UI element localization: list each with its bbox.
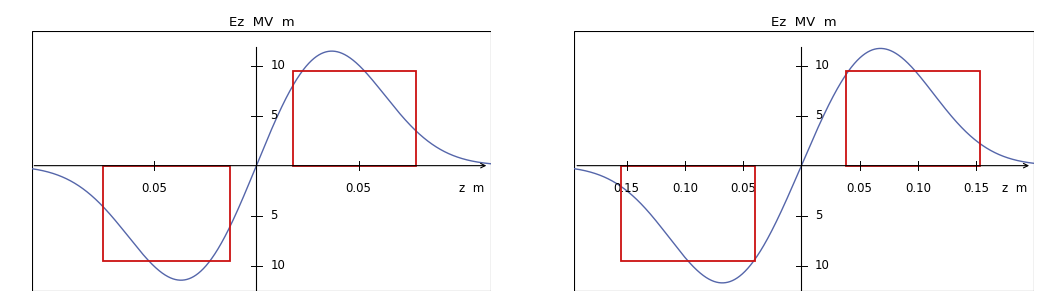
Text: z  m: z m xyxy=(1002,182,1027,195)
Text: 0.15: 0.15 xyxy=(963,182,989,195)
Text: 10: 10 xyxy=(815,59,830,72)
Text: 5: 5 xyxy=(270,209,277,222)
Text: 5: 5 xyxy=(815,109,822,122)
Text: 5: 5 xyxy=(270,109,277,122)
Text: 10: 10 xyxy=(815,259,830,272)
Text: 0.10: 0.10 xyxy=(672,182,698,195)
Text: z  m: z m xyxy=(459,182,484,195)
Text: 0.05: 0.05 xyxy=(141,182,167,195)
Text: 0.05: 0.05 xyxy=(345,182,372,195)
Text: 0.05: 0.05 xyxy=(846,182,873,195)
Text: 5: 5 xyxy=(815,209,822,222)
Bar xyxy=(621,166,755,261)
Text: 0.15: 0.15 xyxy=(613,182,639,195)
Bar xyxy=(103,166,230,261)
Title: Ez  MV  m: Ez MV m xyxy=(772,17,837,29)
Bar xyxy=(293,71,416,166)
Text: 0.05: 0.05 xyxy=(730,182,756,195)
Bar xyxy=(845,71,980,166)
Text: 0.10: 0.10 xyxy=(905,182,930,195)
Text: 10: 10 xyxy=(270,59,285,72)
Title: Ez  MV  m: Ez MV m xyxy=(229,17,294,29)
Text: 10: 10 xyxy=(270,259,285,272)
